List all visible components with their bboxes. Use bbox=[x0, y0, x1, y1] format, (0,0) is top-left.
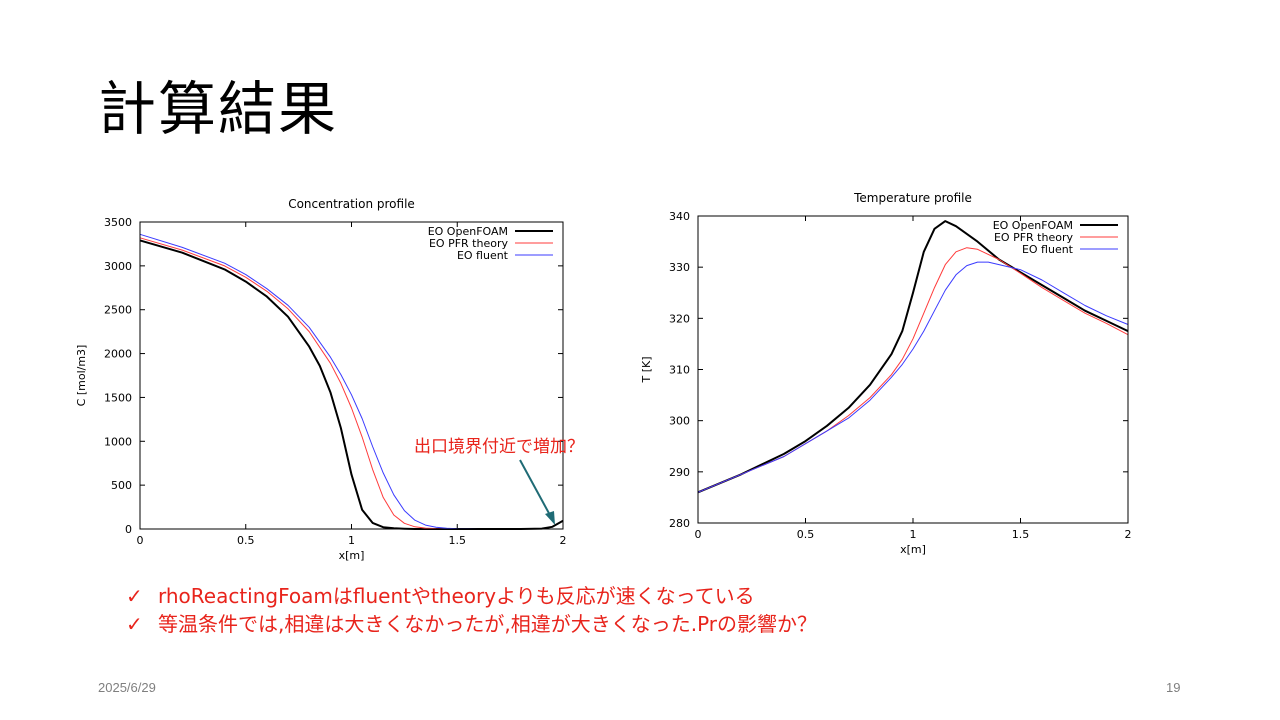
y-tick-label: 1000 bbox=[104, 435, 132, 448]
slide-date: 2025/6/29 bbox=[98, 680, 156, 695]
y-tick-label: 2500 bbox=[104, 304, 132, 317]
x-tick-label: 1.5 bbox=[449, 534, 467, 547]
x-tick-label: 2 bbox=[1125, 528, 1132, 541]
concentration-profile-chart: Concentration profile 0 0.5 1 1.5 2 0 500 1000 15… bbox=[75, 197, 567, 562]
bullet-item: ✓ 等温条件では,相違は大きくなかったが,相違が大きくなった.Prの影響か？ bbox=[126, 610, 817, 638]
legend-label: EO OpenFOAM bbox=[993, 219, 1073, 232]
x-axis-label: x[m] bbox=[339, 549, 365, 562]
series-line-eo-openfoam bbox=[697, 220, 1129, 494]
series-line-eo-fluent bbox=[139, 233, 563, 530]
y-tick-label: 300 bbox=[669, 415, 690, 428]
annotation-outlet-increase: 出口境界付近で増加？ bbox=[414, 437, 584, 457]
x-tick-label: 1 bbox=[910, 528, 917, 541]
page-number: 19 bbox=[1166, 680, 1181, 695]
bullet-text: rhoReactingFoamはfluentやtheoryよりも反応が速くなって… bbox=[158, 584, 755, 608]
bullet-text: 等温条件では,相違は大きくなかったが,相違が大きくなった.Prの影響か？ bbox=[158, 612, 818, 636]
annotation-arrow-line bbox=[519, 459, 552, 518]
annotation-arrow-head bbox=[545, 511, 555, 525]
series-line-eo-fluent bbox=[697, 261, 1129, 493]
chart-title: Temperature profile bbox=[853, 191, 972, 205]
check-icon: ✓ bbox=[126, 612, 143, 636]
series-line-eo-pfr-theory bbox=[139, 237, 563, 530]
bullet-item: ✓ rhoReactingFoamはfluentやtheoryよりも反応が速くなっ… bbox=[126, 582, 817, 610]
y-tick-label: 310 bbox=[669, 364, 690, 377]
y-tick-label: 330 bbox=[669, 261, 690, 274]
legend-label: EO fluent bbox=[457, 249, 509, 262]
x-tick-label: 0.5 bbox=[237, 534, 255, 547]
plot-frame bbox=[139, 221, 564, 530]
legend-label: EO fluent bbox=[1022, 243, 1074, 256]
legend-label: EO OpenFOAM bbox=[428, 225, 508, 238]
y-tick-label: 3500 bbox=[104, 216, 132, 229]
y-tick-label: 2000 bbox=[104, 348, 132, 361]
x-tick-label: 2 bbox=[560, 534, 567, 547]
y-tick-label: 3000 bbox=[104, 260, 132, 273]
y-tick-label: 500 bbox=[111, 479, 132, 492]
y-tick-label: 0 bbox=[125, 523, 132, 536]
bullet-list: ✓ rhoReactingFoamはfluentやtheoryよりも反応が速くなっ… bbox=[126, 582, 817, 638]
y-tick-label: 280 bbox=[669, 517, 690, 530]
x-tick-label: 0 bbox=[137, 534, 144, 547]
y-tick-label: 290 bbox=[669, 466, 690, 479]
y-axis-label: C [mol/m3] bbox=[75, 345, 88, 407]
x-tick-label: 0.5 bbox=[797, 528, 815, 541]
plot-frame bbox=[697, 215, 1129, 524]
series-line-eo-openfoam bbox=[139, 239, 564, 530]
legend-label: EO PFR theory bbox=[994, 231, 1074, 244]
y-tick-label: 340 bbox=[669, 210, 690, 223]
x-tick-label: 0 bbox=[695, 528, 702, 541]
check-icon: ✓ bbox=[126, 584, 143, 608]
x-tick-label: 1 bbox=[348, 534, 355, 547]
x-axis-label: x[m] bbox=[900, 543, 926, 556]
temperature-profile-chart: Temperature profile 0 0.5 1 1.5 2 280 290 300 310… bbox=[640, 191, 1132, 556]
x-tick-label: 1.5 bbox=[1012, 528, 1030, 541]
y-axis-label: T [K] bbox=[640, 356, 653, 383]
y-tick-label: 1500 bbox=[104, 391, 132, 404]
series-line-eo-pfr-theory bbox=[697, 247, 1129, 493]
legend-label: EO PFR theory bbox=[429, 237, 509, 250]
chart-title: Concentration profile bbox=[288, 197, 415, 211]
slide-title: 計算結果 bbox=[98, 75, 339, 143]
annotation-arrow bbox=[519, 459, 555, 525]
y-tick-label: 320 bbox=[669, 312, 690, 325]
